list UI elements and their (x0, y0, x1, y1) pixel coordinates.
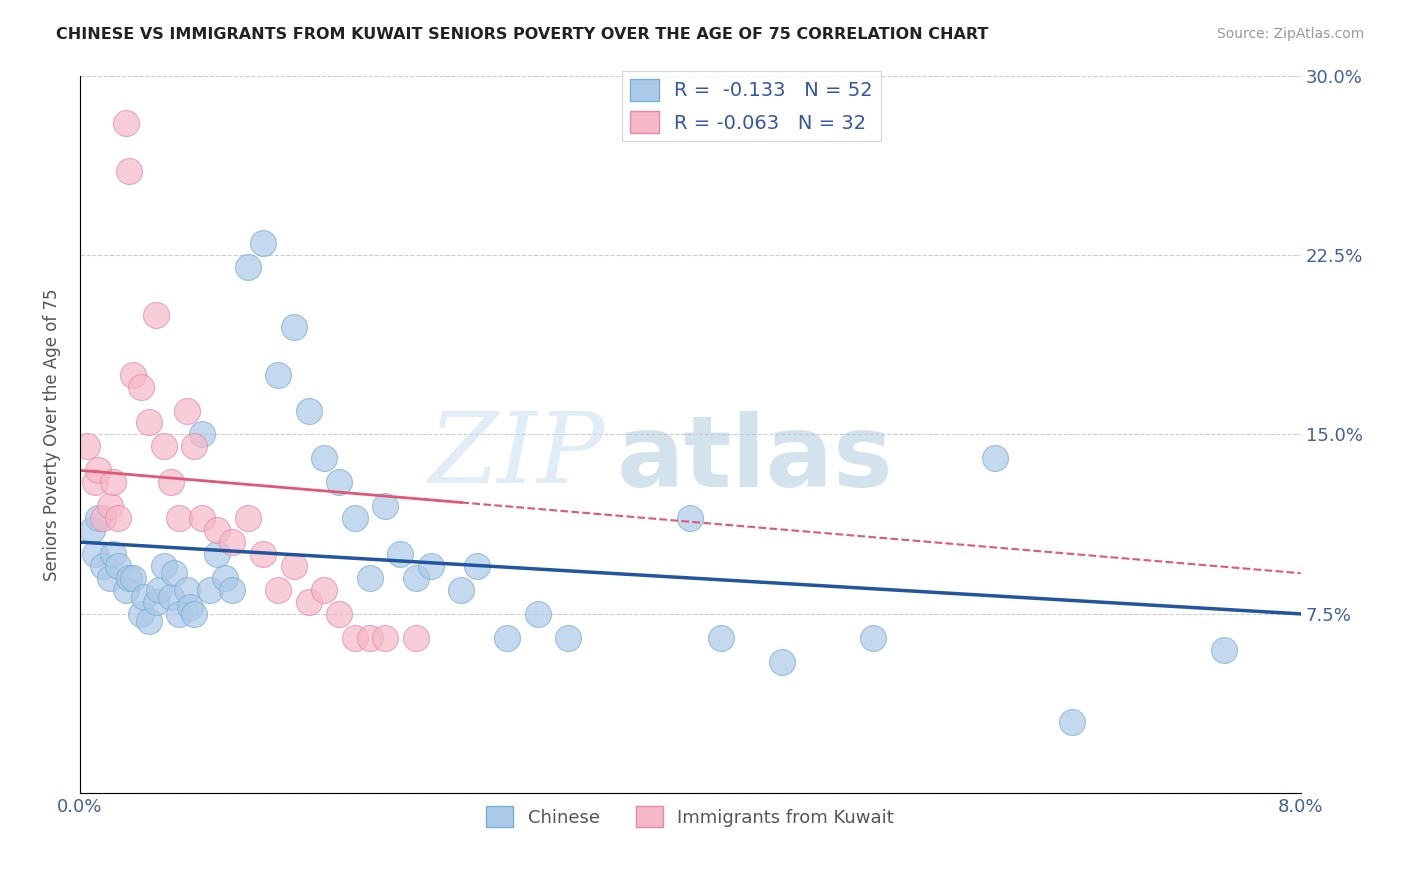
Text: Source: ZipAtlas.com: Source: ZipAtlas.com (1216, 27, 1364, 41)
Point (107, 559, 129, 574)
Point (107, 511, 129, 525)
Point (283, 319, 305, 334)
Point (1213, 642, 1236, 657)
Point (526, 607, 548, 621)
Point (252, 235, 274, 250)
Point (114, 582, 136, 597)
Point (1060, 714, 1083, 729)
Point (118, 571, 141, 585)
Point (91, 511, 114, 525)
Point (176, 582, 198, 597)
Legend: Chinese, Immigrants from Kuwait: Chinese, Immigrants from Kuwait (479, 799, 901, 835)
Text: CHINESE VS IMMIGRANTS FROM KUWAIT SENIORS POVERTY OVER THE AGE OF 75 CORRELATION: CHINESE VS IMMIGRANTS FROM KUWAIT SENIOR… (56, 27, 988, 42)
Point (205, 523, 228, 537)
Point (84, 475, 107, 490)
Point (122, 571, 145, 585)
Y-axis label: Seniors Poverty Over the Age of 75: Seniors Poverty Over the Age of 75 (44, 288, 60, 581)
Point (84, 547, 107, 561)
Point (122, 368, 145, 382)
Point (221, 535, 243, 549)
Point (183, 607, 205, 621)
Point (87, 511, 110, 525)
Point (328, 475, 350, 490)
Point (298, 403, 321, 417)
Point (145, 595, 167, 609)
Point (214, 571, 236, 585)
Point (710, 631, 733, 645)
Point (679, 511, 702, 525)
Point (129, 379, 152, 393)
Point (374, 631, 396, 645)
Point (163, 566, 186, 581)
Point (862, 631, 884, 645)
Point (87, 463, 110, 477)
Point (405, 631, 427, 645)
Text: ZIP: ZIP (429, 409, 605, 504)
Point (236, 511, 259, 525)
Point (138, 416, 160, 430)
Point (138, 614, 160, 628)
Point (76, 439, 98, 453)
Point (343, 511, 366, 525)
Point (129, 607, 152, 621)
Point (80, 523, 103, 537)
Point (167, 607, 190, 621)
Point (145, 308, 167, 322)
Point (359, 631, 381, 645)
Point (167, 511, 190, 525)
Point (160, 475, 183, 490)
Point (152, 439, 174, 453)
Point (176, 403, 198, 417)
Point (132, 590, 155, 604)
Point (236, 260, 259, 274)
Point (267, 368, 290, 382)
Point (198, 582, 221, 597)
Point (160, 590, 183, 604)
Point (252, 547, 274, 561)
Point (465, 559, 488, 574)
Point (191, 511, 214, 525)
Point (114, 116, 136, 130)
Point (148, 582, 170, 597)
Point (191, 427, 214, 442)
Point (419, 559, 441, 574)
Point (312, 582, 335, 597)
Point (343, 631, 366, 645)
Point (359, 571, 381, 585)
Point (267, 582, 290, 597)
Point (389, 547, 412, 561)
Point (405, 571, 427, 585)
Point (205, 547, 228, 561)
Point (496, 631, 519, 645)
Point (770, 655, 793, 669)
Point (100, 500, 122, 514)
Point (298, 595, 321, 609)
Point (984, 451, 1007, 466)
Point (183, 439, 205, 453)
Text: atlas: atlas (617, 411, 894, 508)
Point (450, 582, 472, 597)
Point (374, 500, 396, 514)
Point (221, 582, 243, 597)
Point (103, 475, 125, 490)
Point (118, 164, 141, 178)
Point (100, 571, 122, 585)
Point (283, 559, 305, 574)
Point (328, 607, 350, 621)
Point (179, 599, 201, 614)
Point (557, 631, 579, 645)
Point (312, 451, 335, 466)
Point (103, 547, 125, 561)
Point (152, 559, 174, 574)
Point (91, 559, 114, 574)
